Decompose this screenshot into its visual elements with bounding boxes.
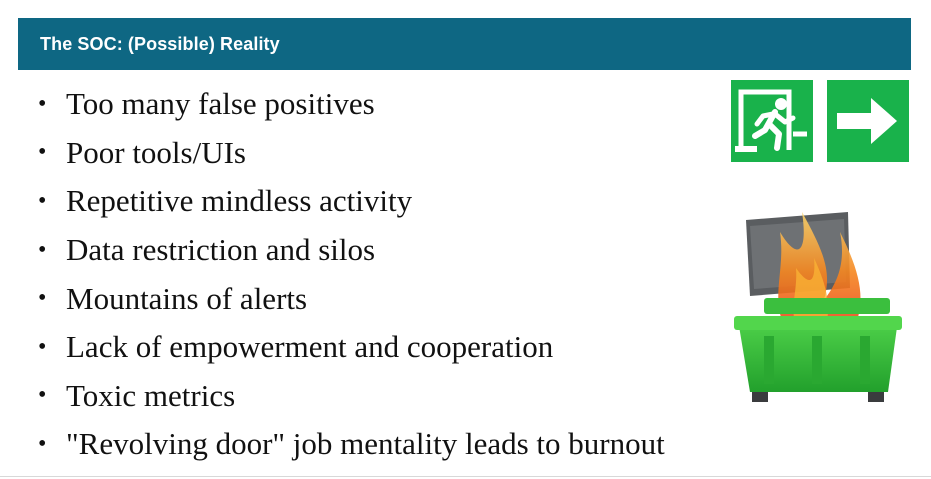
- bullet-text: Too many false positives: [66, 86, 375, 122]
- slide-title: The SOC: (Possible) Reality: [40, 33, 280, 54]
- bullet-marker: •: [38, 382, 47, 409]
- bullet-text: Toxic metrics: [66, 377, 236, 413]
- bullet-item: • Poor tools/UIs: [38, 129, 665, 178]
- bullet-text: "Revolving door" job mentality leads to …: [66, 426, 665, 462]
- running-man-icon: [731, 80, 813, 162]
- bullet-marker: •: [38, 333, 47, 360]
- arrow-right-icon: [827, 80, 909, 162]
- bullet-item: • Toxic metrics: [38, 372, 665, 421]
- bullet-text: Poor tools/UIs: [66, 134, 246, 170]
- bullet-item: • Too many false positives: [38, 80, 665, 129]
- exit-sign-icon: [731, 80, 909, 162]
- bullet-item: • "Revolving door" job mentality leads t…: [38, 420, 665, 469]
- bullet-marker: •: [38, 139, 47, 166]
- bullet-marker: •: [38, 430, 47, 457]
- divider: [0, 476, 931, 477]
- bullet-item: • Lack of empowerment and cooperation: [38, 323, 665, 372]
- bullet-text: Data restriction and silos: [66, 232, 376, 268]
- bullet-marker: •: [38, 90, 47, 117]
- bullet-item: • Repetitive mindless activity: [38, 177, 665, 226]
- dumpster-fire-icon: [728, 192, 908, 412]
- title-bar: The SOC: (Possible) Reality: [18, 18, 911, 70]
- bullet-text: Mountains of alerts: [66, 280, 308, 316]
- bullet-marker: •: [38, 187, 47, 214]
- bullet-item: • Data restriction and silos: [38, 226, 665, 275]
- bullet-text: Lack of empowerment and cooperation: [66, 329, 554, 365]
- bullet-marker: •: [38, 285, 47, 312]
- bullet-item: • Mountains of alerts: [38, 274, 665, 323]
- bullet-text: Repetitive mindless activity: [66, 183, 413, 219]
- bullet-list: • Too many false positives • Poor tools/…: [38, 80, 665, 469]
- bullet-marker: •: [38, 236, 47, 263]
